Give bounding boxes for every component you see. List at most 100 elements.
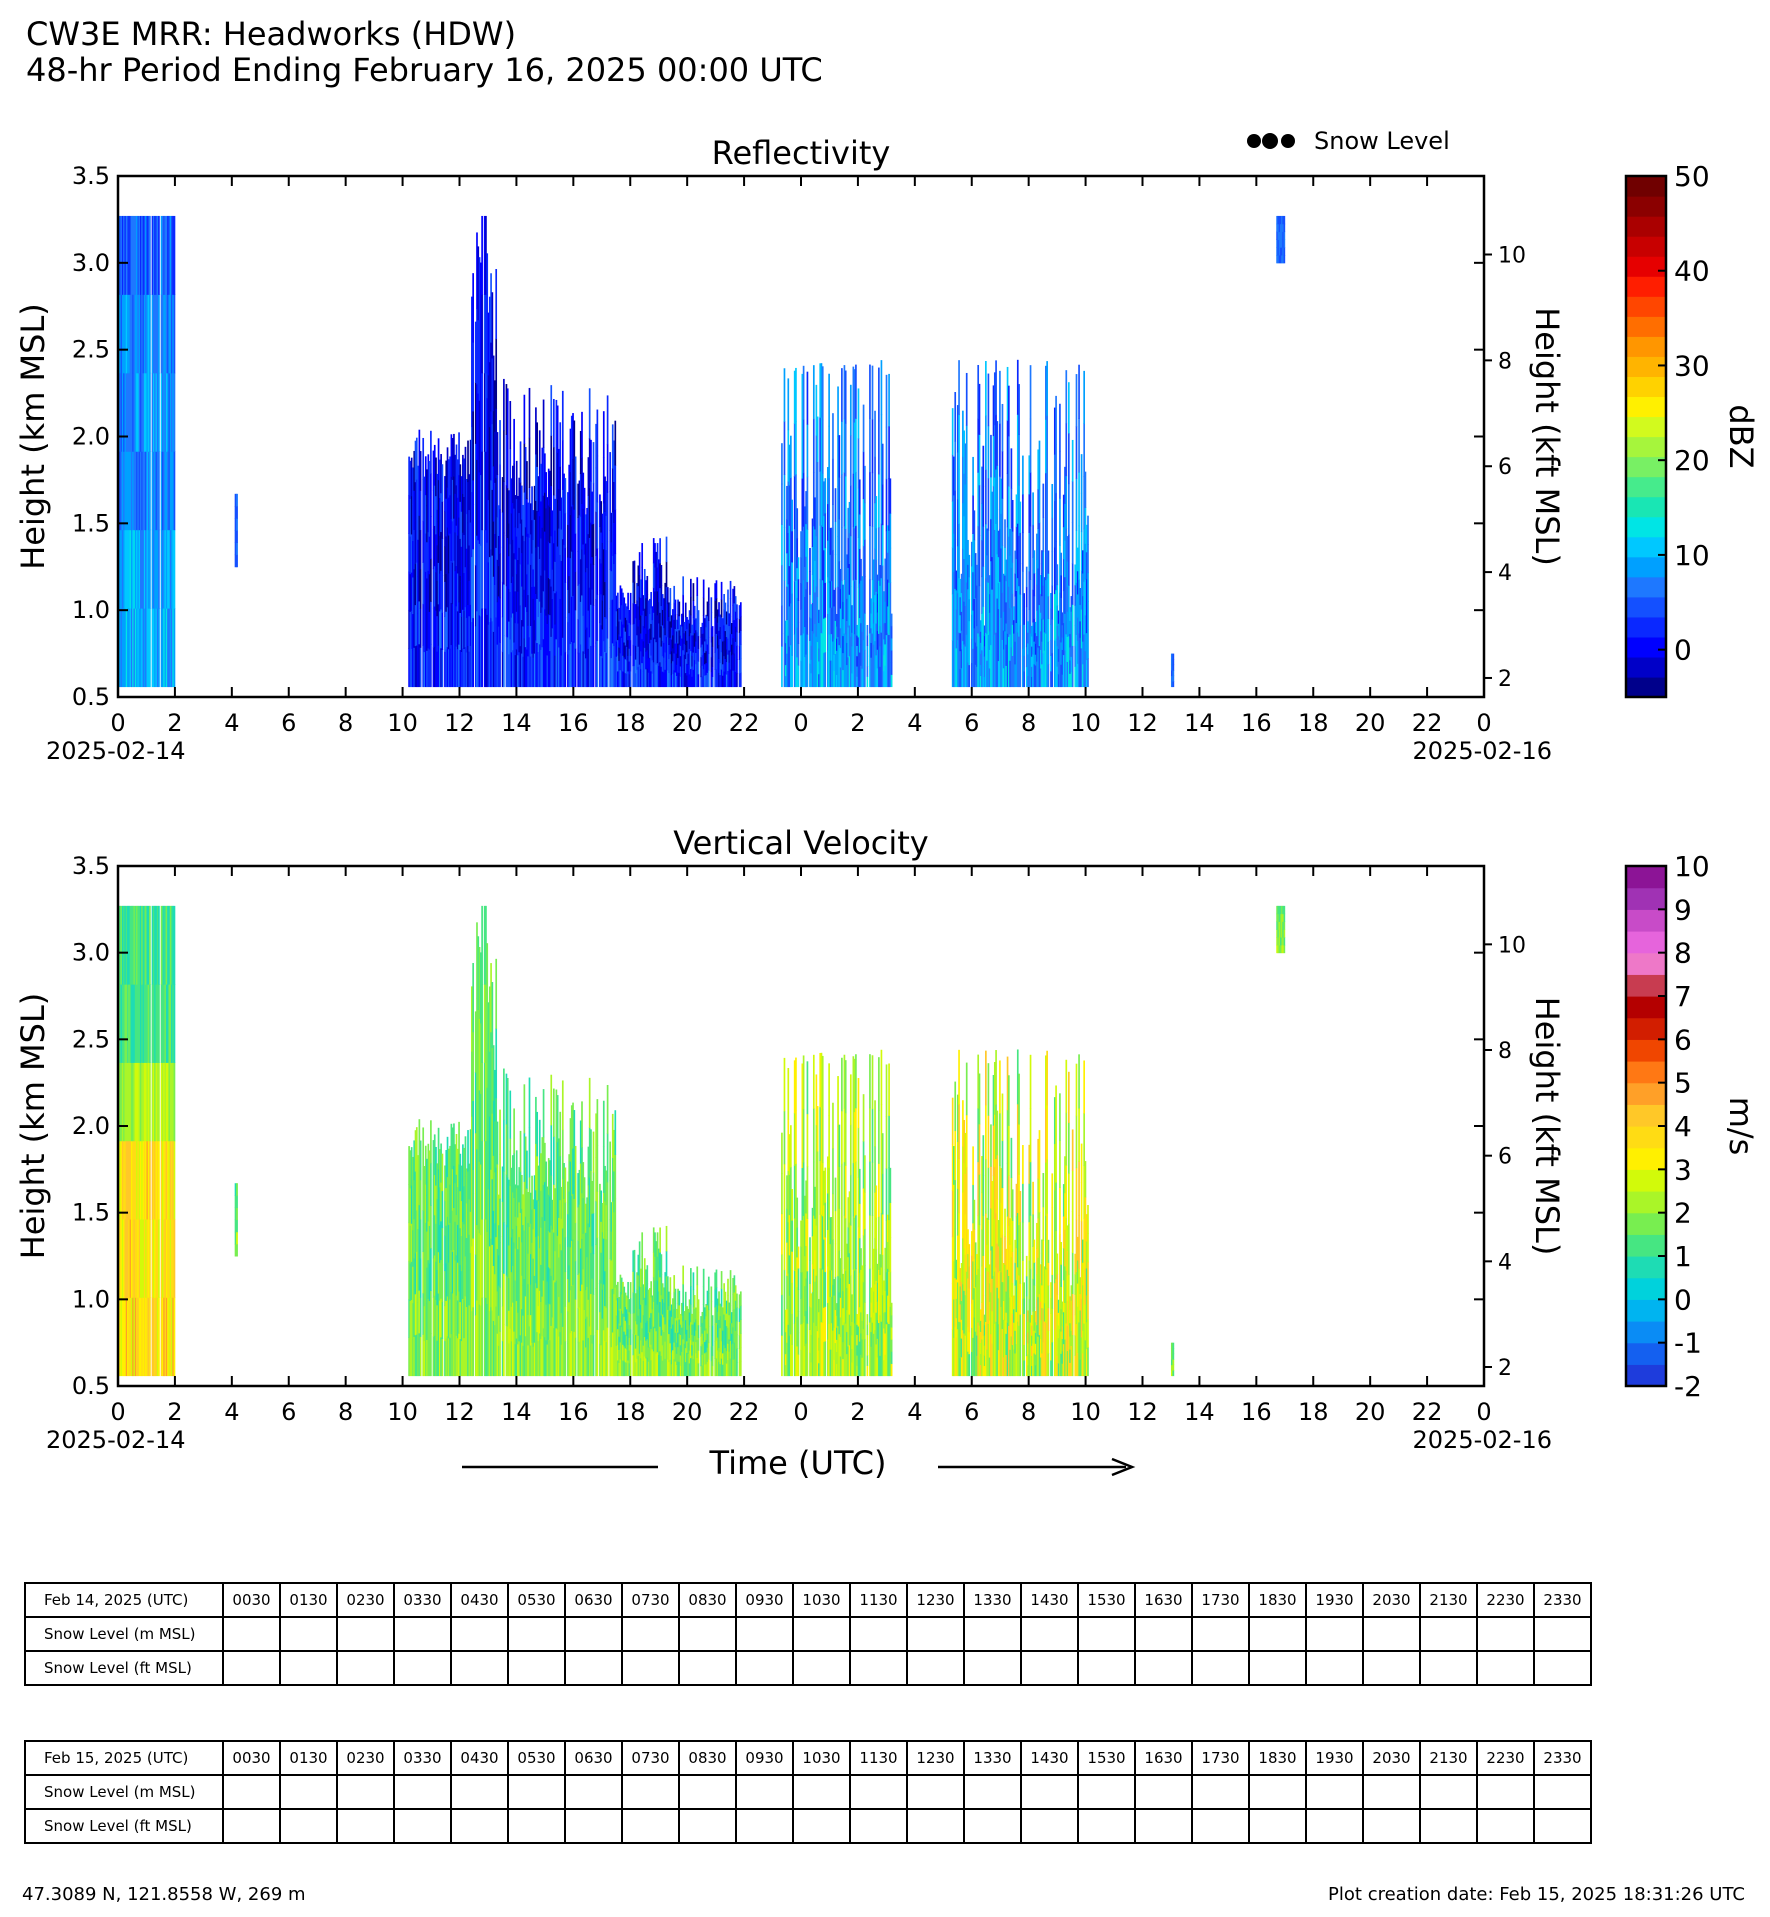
echo-cell bbox=[637, 666, 640, 688]
echo-cell bbox=[533, 1342, 536, 1377]
echo-cell bbox=[1000, 478, 1003, 514]
echo-cell bbox=[513, 508, 515, 554]
echo-cell bbox=[531, 486, 533, 521]
echo-cell bbox=[600, 1190, 603, 1222]
echo-cell bbox=[810, 604, 813, 619]
echo-cell bbox=[828, 530, 830, 583]
echo-cell bbox=[545, 650, 547, 688]
echo-cell bbox=[642, 671, 645, 688]
colorbar-swatch bbox=[1626, 296, 1666, 317]
echo-cell bbox=[1278, 255, 1281, 264]
echo-cell bbox=[982, 566, 985, 607]
echo-cell bbox=[119, 215, 121, 295]
echo-cell bbox=[510, 582, 513, 618]
echo-cell bbox=[875, 623, 878, 656]
echo-cell bbox=[632, 1250, 635, 1272]
echo-cell bbox=[236, 554, 238, 568]
echo-cell bbox=[518, 547, 521, 583]
echo-cell bbox=[1009, 607, 1011, 635]
echo-cell bbox=[519, 645, 522, 688]
echo-cell bbox=[501, 1305, 504, 1342]
echo-cell bbox=[506, 1276, 509, 1327]
echo-cell bbox=[632, 1333, 635, 1356]
echo-cell bbox=[739, 616, 742, 631]
echo-cell bbox=[636, 600, 638, 619]
echo-cell bbox=[805, 1180, 807, 1214]
echo-cell bbox=[652, 1227, 655, 1253]
echo-cell bbox=[811, 574, 814, 604]
echo-cell bbox=[585, 571, 587, 601]
echo-cell bbox=[478, 1161, 481, 1234]
echo-cell bbox=[691, 1334, 693, 1346]
echo-cell bbox=[605, 652, 608, 688]
x-tick-label: 14 bbox=[1184, 709, 1215, 737]
echo-cell bbox=[681, 1351, 683, 1364]
echo-cell bbox=[719, 1351, 722, 1365]
echo-cell bbox=[495, 958, 498, 1029]
echo-cell bbox=[1000, 617, 1003, 653]
echo-cell bbox=[455, 565, 458, 607]
echo-cell bbox=[716, 1362, 719, 1377]
echo-cell bbox=[658, 1290, 660, 1313]
echo-cell bbox=[236, 1183, 238, 1196]
echo-cell bbox=[487, 1251, 490, 1314]
echo-cell bbox=[552, 1088, 555, 1137]
echo-cell bbox=[672, 660, 674, 675]
echo-cell bbox=[652, 661, 655, 688]
echo-cell bbox=[555, 447, 558, 496]
echo-cell bbox=[659, 1326, 661, 1352]
echo-cell bbox=[579, 643, 582, 688]
echo-cell bbox=[830, 1296, 833, 1324]
echo-cell bbox=[652, 1326, 655, 1352]
echo-cell bbox=[441, 1227, 444, 1266]
echo-cell bbox=[123, 451, 125, 531]
echo-cell bbox=[1087, 601, 1089, 631]
echo-cell bbox=[546, 560, 549, 593]
echo-cell bbox=[701, 622, 704, 634]
echo-cell bbox=[119, 1297, 121, 1377]
echo-cell bbox=[739, 1319, 742, 1334]
echo-cell bbox=[820, 632, 823, 688]
echo-cell bbox=[883, 654, 885, 672]
echo-cell bbox=[664, 1341, 667, 1359]
echo-cell bbox=[463, 1223, 466, 1263]
echo-cell bbox=[567, 1246, 569, 1280]
echo-cell bbox=[156, 1140, 159, 1220]
echo-cell bbox=[514, 590, 517, 624]
echo-cell bbox=[683, 1364, 686, 1377]
echo-cell bbox=[439, 1149, 441, 1188]
echo-cell bbox=[1022, 532, 1024, 572]
echo-cell bbox=[430, 1333, 432, 1377]
echo-cell bbox=[638, 1308, 641, 1332]
echo-cell bbox=[423, 651, 426, 688]
echo-cell bbox=[410, 1147, 413, 1186]
echo-cell bbox=[1004, 547, 1006, 576]
echo-cell bbox=[1018, 384, 1020, 435]
echo-cell bbox=[169, 451, 172, 531]
echo-cell bbox=[169, 294, 172, 374]
echo-cell bbox=[234, 1207, 237, 1221]
echo-cell bbox=[418, 643, 421, 688]
echo-cell bbox=[578, 514, 581, 550]
echo-cell bbox=[496, 1121, 499, 1165]
echo-cell bbox=[426, 614, 428, 651]
echo-cell bbox=[1005, 559, 1008, 582]
echo-cell bbox=[528, 587, 531, 638]
echo-cell bbox=[848, 594, 851, 626]
echo-cell bbox=[617, 624, 619, 641]
echo-cell bbox=[160, 1297, 163, 1377]
echo-cell bbox=[147, 1062, 150, 1142]
echo-cell bbox=[1051, 619, 1054, 654]
echo-cell bbox=[956, 639, 959, 688]
echo-cell bbox=[564, 1167, 567, 1203]
echo-cell bbox=[1019, 624, 1022, 657]
echo-cell bbox=[727, 670, 729, 688]
echo-cell bbox=[824, 1236, 827, 1273]
echo-cell bbox=[137, 451, 140, 531]
echo-cell bbox=[476, 459, 478, 536]
echo-cell bbox=[700, 1335, 702, 1347]
page-subtitle: 48-hr Period Ending February 16, 2025 00… bbox=[26, 51, 823, 89]
echo-cell bbox=[460, 1235, 463, 1272]
echo-cell bbox=[492, 576, 495, 632]
